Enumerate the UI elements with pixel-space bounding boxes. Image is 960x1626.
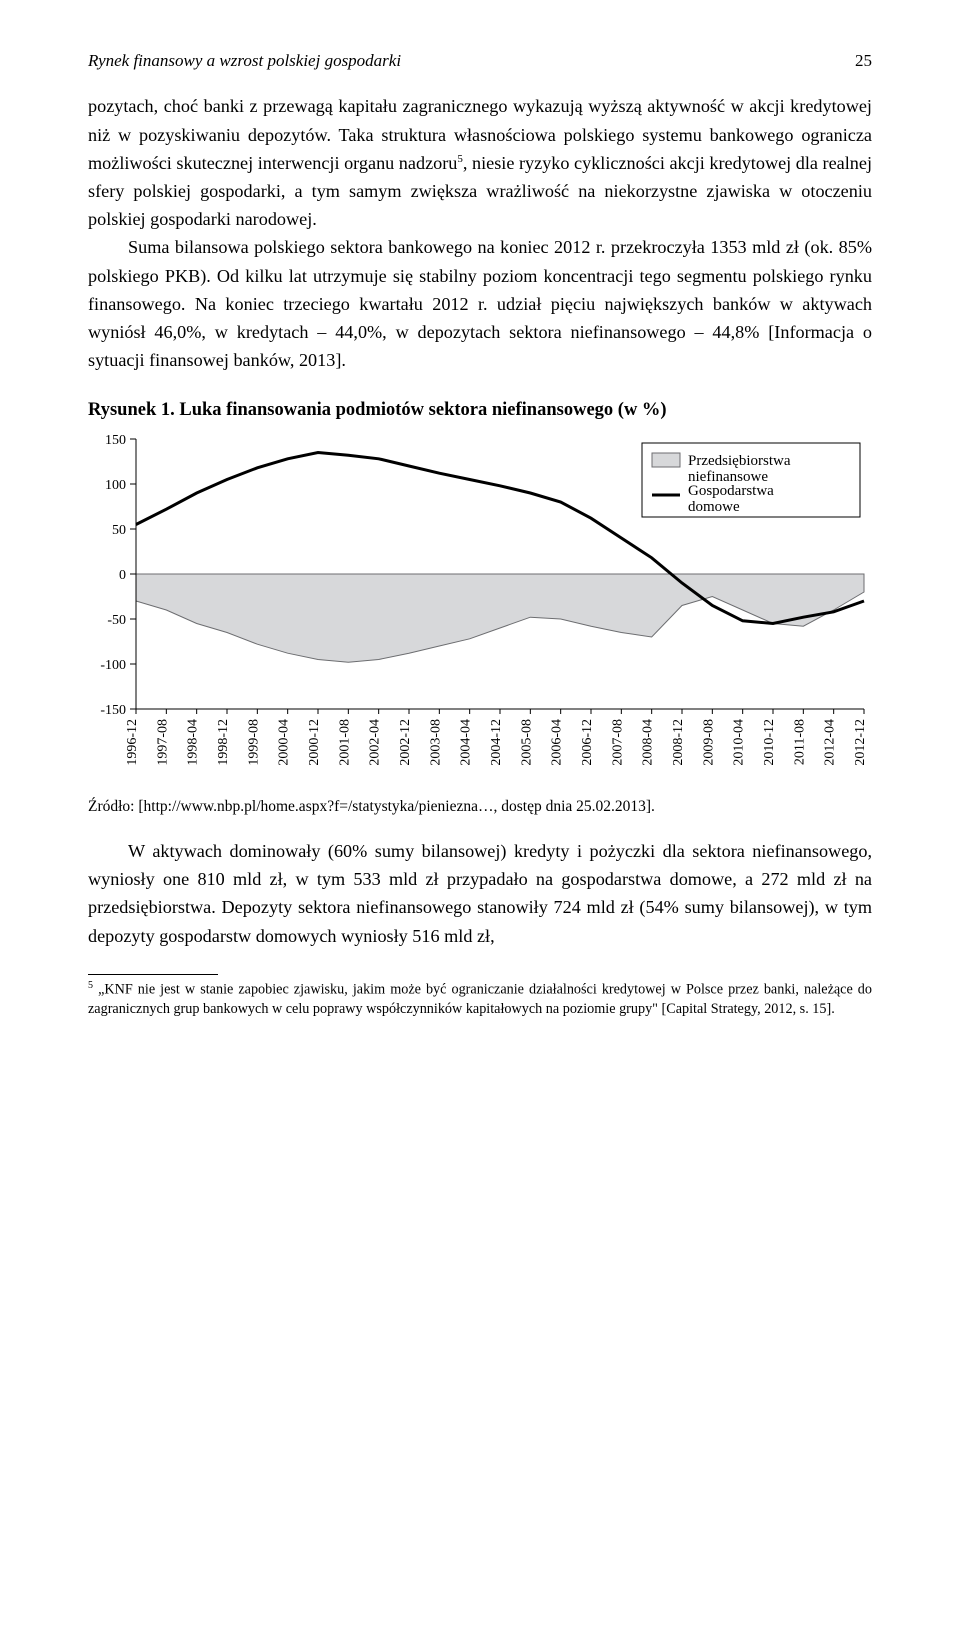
- svg-text:Przedsiębiorstwa: Przedsiębiorstwa: [688, 453, 791, 469]
- page-number: 25: [855, 48, 872, 74]
- footnote-number: 5: [88, 980, 93, 991]
- svg-text:2004-04: 2004-04: [459, 719, 474, 766]
- chart-svg: -150 -100 -50 0 50 100 150 1996-12 1997-08 1998-0…: [88, 431, 872, 791]
- svg-text:2000-04: 2000-04: [277, 719, 292, 766]
- svg-text:50: 50: [112, 523, 126, 538]
- running-head: Rynek finansowy a wzrost polskiej gospod…: [88, 48, 872, 74]
- svg-text:domowe: domowe: [688, 499, 740, 515]
- paragraph-2: Suma bilansowa polskiego sektora bankowe…: [88, 233, 872, 374]
- chart: -150 -100 -50 0 50 100 150 1996-12 1997-08 1998-0…: [88, 431, 872, 791]
- svg-text:150: 150: [105, 433, 126, 448]
- svg-text:2010-04: 2010-04: [732, 719, 747, 766]
- svg-text:0: 0: [119, 568, 126, 583]
- svg-text:2006-12: 2006-12: [580, 719, 595, 766]
- svg-text:2011-08: 2011-08: [792, 719, 807, 765]
- svg-text:100: 100: [105, 478, 126, 493]
- svg-text:2010-12: 2010-12: [762, 719, 777, 766]
- svg-text:-100: -100: [100, 658, 126, 673]
- page: Rynek finansowy a wzrost polskiej gospod…: [0, 0, 960, 1068]
- svg-text:2006-04: 2006-04: [550, 719, 565, 766]
- svg-text:2002-12: 2002-12: [398, 719, 413, 766]
- svg-text:-150: -150: [100, 703, 126, 718]
- svg-text:2005-08: 2005-08: [519, 719, 534, 766]
- svg-text:-50: -50: [107, 613, 126, 628]
- svg-text:2001-08: 2001-08: [337, 719, 352, 766]
- svg-text:2008-12: 2008-12: [671, 719, 686, 766]
- footnote-separator: [88, 974, 218, 975]
- svg-text:1997-08: 1997-08: [155, 719, 170, 766]
- figure-title: Rysunek 1. Luka finansowania podmiotów s…: [88, 396, 872, 425]
- svg-text:2000-12: 2000-12: [307, 719, 322, 766]
- svg-text:2012-12: 2012-12: [853, 719, 868, 766]
- paragraph-3: W aktywach dominowały (60% sumy bilansow…: [88, 837, 872, 950]
- paragraph-1: pozytach, choć banki z przewagą kapitału…: [88, 92, 872, 233]
- svg-text:1996-12: 1996-12: [125, 719, 140, 766]
- svg-text:2009-08: 2009-08: [701, 719, 716, 766]
- svg-text:1998-04: 1998-04: [186, 719, 201, 766]
- figure-source: Źródło: [http://www.nbp.pl/home.aspx?f=/…: [88, 795, 872, 819]
- svg-text:2012-04: 2012-04: [823, 719, 838, 766]
- svg-text:2008-04: 2008-04: [641, 719, 656, 766]
- svg-text:2004-12: 2004-12: [489, 719, 504, 766]
- svg-text:1999-08: 1999-08: [246, 719, 261, 766]
- footnote-5: 5 „KNF nie jest w stanie zapobiec zjawis…: [88, 979, 872, 1020]
- running-title: Rynek finansowy a wzrost polskiej gospod…: [88, 48, 401, 74]
- svg-text:2002-04: 2002-04: [368, 719, 383, 766]
- svg-text:2007-08: 2007-08: [610, 719, 625, 766]
- svg-text:Gospodarstwa: Gospodarstwa: [688, 483, 774, 499]
- footnote-text: „KNF nie jest w stanie zapobiec zjawisku…: [88, 982, 872, 1018]
- svg-text:1998-12: 1998-12: [216, 719, 231, 766]
- svg-text:2003-08: 2003-08: [428, 719, 443, 766]
